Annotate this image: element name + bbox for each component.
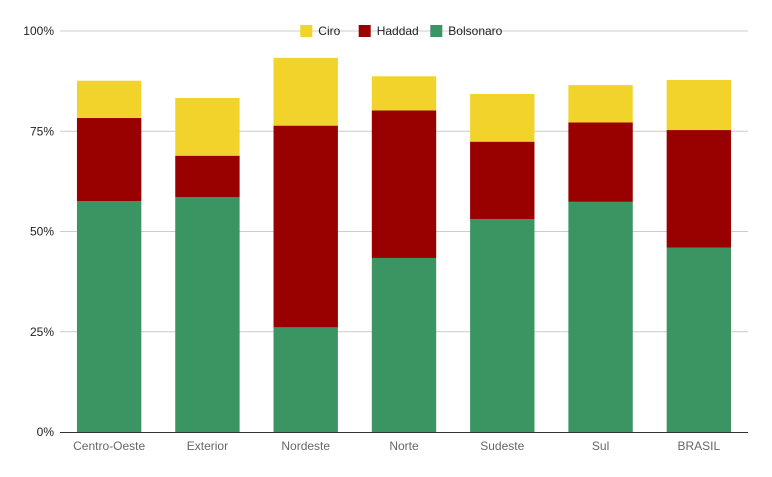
bar-bolsonaro-sudeste — [470, 219, 535, 432]
bar-haddad-brasil — [666, 130, 732, 248]
legend-item-ciro: Ciro — [300, 24, 341, 38]
bar-bolsonaro-norte — [371, 257, 437, 432]
bar-bolsonaro-brasil — [666, 247, 732, 432]
bar-ciro-brasil — [666, 79, 732, 131]
bar-bolsonaro-nordeste — [273, 327, 338, 432]
bars — [76, 57, 732, 432]
legend: Ciro Haddad Bolsonaro — [300, 24, 503, 38]
y-tick-label: 75% — [30, 124, 54, 138]
legend-item-bolsonaro: Bolsonaro — [430, 24, 503, 38]
bar-ciro-norte — [371, 76, 437, 111]
bar-ciro-nordeste — [273, 57, 338, 126]
bar-haddad-nordeste — [273, 125, 338, 328]
bar-haddad-centro-oeste — [76, 118, 142, 202]
bar-haddad-sul — [568, 122, 633, 202]
x-tick-label: Exterior — [187, 439, 228, 453]
x-tick-label: Centro-Oeste — [73, 439, 145, 453]
y-tick-label: 25% — [30, 325, 54, 339]
bar-haddad-exterior — [175, 155, 240, 198]
x-tick-label: Sul — [592, 439, 609, 453]
axes: 0% 25% 50% 75% 100% Centro-Oeste Exterior Norde… — [23, 24, 748, 453]
legend-swatch-bolsonaro — [430, 25, 443, 37]
bar-bolsonaro-sul — [568, 201, 633, 432]
x-tick-label: Sudeste — [480, 439, 524, 453]
legend-label: Haddad — [377, 24, 419, 38]
bar-ciro-sul — [568, 85, 633, 123]
bar-ciro-exterior — [175, 97, 240, 156]
bar-bolsonaro-exterior — [175, 197, 240, 432]
bar-ciro-sudeste — [470, 93, 535, 142]
y-tick-label: 0% — [37, 425, 55, 439]
y-tick-label: 50% — [30, 225, 54, 239]
y-tick-label: 100% — [23, 24, 54, 38]
bar-haddad-norte — [371, 110, 437, 258]
legend-label: Bolsonaro — [448, 24, 502, 38]
bar-bolsonaro-centro-oeste — [76, 201, 142, 432]
legend-label: Ciro — [318, 24, 340, 38]
legend-item-haddad: Haddad — [358, 24, 419, 38]
legend-swatch-ciro — [300, 25, 313, 37]
legend-swatch-haddad — [358, 25, 371, 37]
x-tick-label: Norte — [389, 439, 419, 453]
bar-haddad-sudeste — [470, 141, 535, 220]
bar-ciro-centro-oeste — [76, 80, 142, 119]
x-tick-label: Nordeste — [281, 439, 330, 453]
x-tick-label: BRASIL — [678, 439, 721, 453]
